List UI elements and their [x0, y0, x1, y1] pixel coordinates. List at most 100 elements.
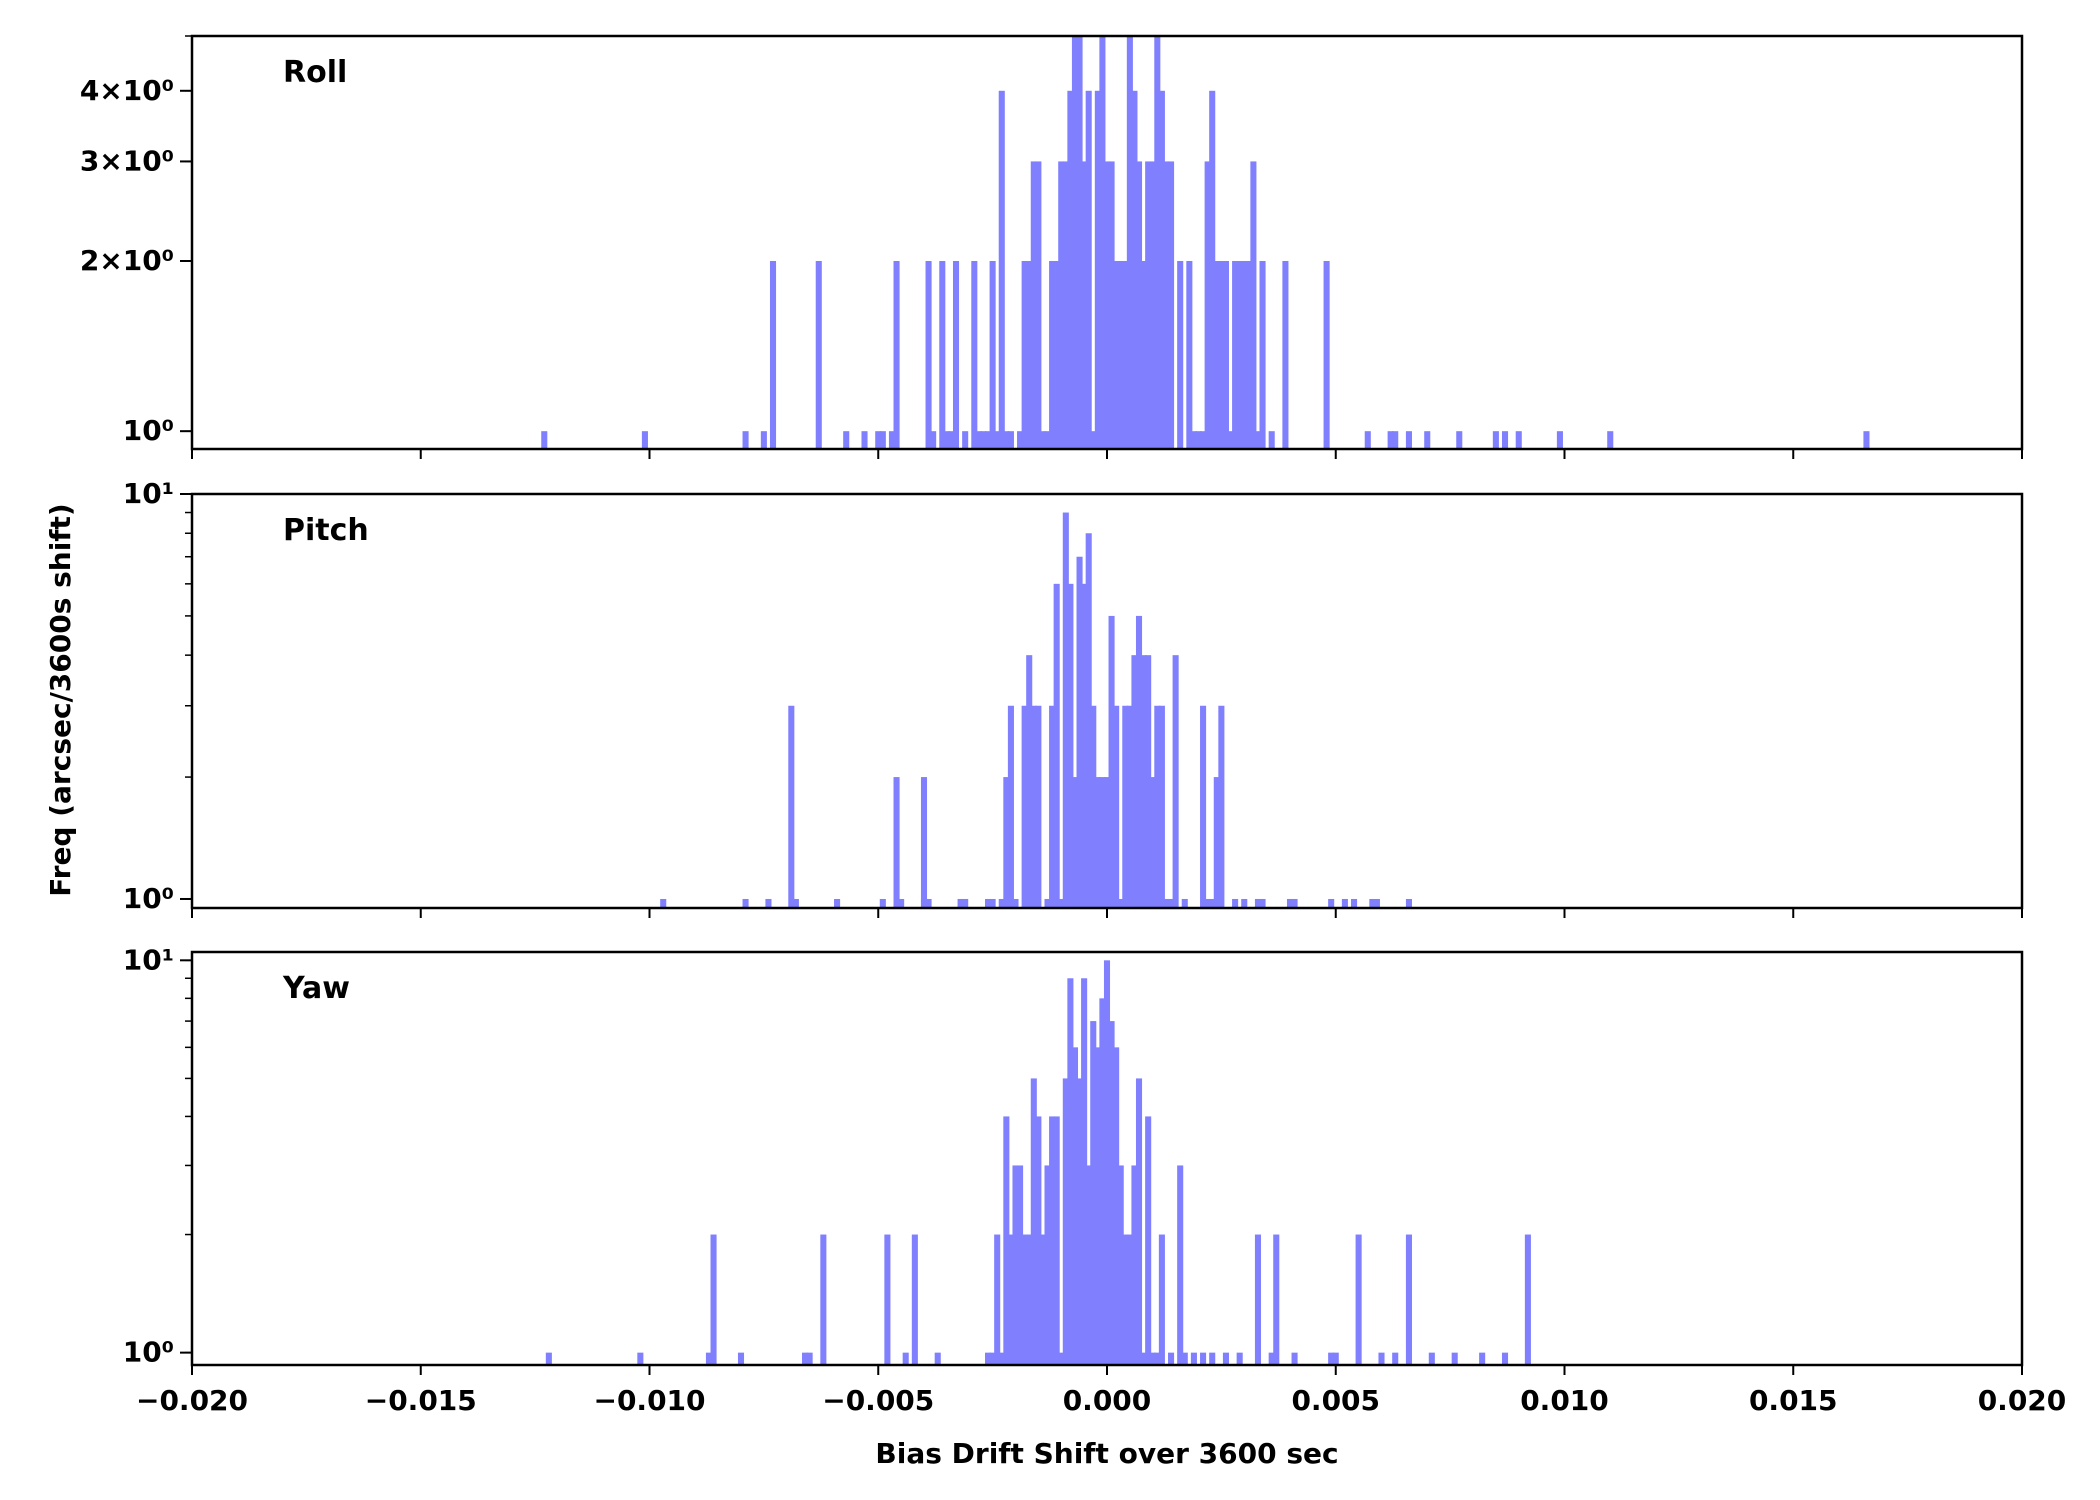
x-tick-label: 0.000 [1063, 1384, 1152, 1417]
histogram-bar [1122, 260, 1129, 449]
histogram-bar [1524, 1234, 1531, 1365]
histogram-bar [1323, 260, 1330, 449]
histogram-bar [1076, 36, 1083, 449]
histogram-bar [1081, 161, 1088, 449]
histogram-bar [1209, 898, 1216, 908]
histogram-bar [998, 898, 1005, 908]
x-tick-label: 0.020 [1978, 1384, 2067, 1417]
histogram-bar [893, 260, 900, 449]
histogram-bar [820, 1234, 827, 1365]
histogram-bar [1355, 1234, 1362, 1365]
histogram-bar [1177, 260, 1184, 449]
histogram-bar [1126, 705, 1133, 908]
histogram-bar [1200, 705, 1207, 908]
histogram-bar [1026, 260, 1033, 449]
histogram-bar [1351, 898, 1358, 908]
histogram-bar [989, 898, 996, 908]
histogram-bar [971, 260, 978, 449]
histogram-bar [1291, 898, 1298, 908]
histogram-bar [843, 431, 850, 449]
histogram-bar [1062, 512, 1069, 908]
histogram-bar [1405, 1234, 1412, 1365]
histogram-bar [1062, 161, 1069, 449]
histogram-bar [792, 898, 799, 908]
histogram-bar [1190, 1352, 1197, 1365]
histogram-bar [1209, 1352, 1216, 1365]
y-tick-label: 10⁰ [123, 882, 174, 915]
histogram-bar [1149, 161, 1156, 449]
histogram-bar [1140, 260, 1147, 449]
panel-title: Roll [283, 55, 347, 90]
histogram-bar [1044, 431, 1051, 449]
histogram-bar [1081, 978, 1088, 1365]
histogram-bar [815, 260, 822, 449]
histogram-bar [1103, 777, 1111, 908]
histogram-bar [1021, 705, 1028, 908]
histogram-bar [660, 898, 667, 908]
histogram-bar [806, 1352, 813, 1365]
histogram-bar [1158, 705, 1165, 908]
histogram-bar [1003, 431, 1010, 449]
histogram-bar [1181, 898, 1188, 908]
x-tick-label: −0.020 [136, 1384, 248, 1417]
histogram-bar [1158, 90, 1165, 449]
histogram-bar [1236, 1352, 1243, 1365]
histogram-bar [1012, 1165, 1019, 1365]
histogram-bar [1218, 260, 1225, 449]
histogram-bar [1254, 431, 1262, 449]
histogram-bar [1007, 705, 1014, 908]
histogram-bar [1030, 161, 1037, 449]
histogram-bar [802, 1352, 809, 1365]
histogram-bar [1113, 260, 1120, 449]
histogram-bar [1003, 777, 1010, 908]
histogram-bar [934, 1352, 941, 1365]
histogram-bar [1094, 777, 1101, 908]
histogram-bar [760, 431, 767, 449]
histogram-bar [985, 431, 992, 449]
histogram-bar [1090, 431, 1097, 449]
histogram-bar [1103, 960, 1111, 1365]
x-tick-label: 0.015 [1749, 1384, 1838, 1417]
histogram-bar [1071, 777, 1079, 908]
histogram-bar [1113, 705, 1120, 908]
histogram-bar [930, 431, 937, 449]
histogram-bar [1268, 431, 1275, 449]
histogram-bar [1405, 898, 1412, 908]
histogram-bar [1117, 898, 1124, 908]
histogram-bar [1131, 90, 1138, 449]
histogram-bar [1177, 1165, 1184, 1365]
histogram-bar [1254, 1234, 1262, 1365]
histogram-bar [1424, 431, 1431, 449]
histogram-bar [1062, 1078, 1069, 1365]
histogram-bar [1154, 1352, 1161, 1365]
histogram-bar [769, 260, 777, 449]
histogram-bar [994, 431, 1001, 449]
panel-title: Pitch [283, 513, 369, 548]
histogram-bar [1058, 898, 1065, 908]
histogram-bar [1085, 90, 1092, 449]
histogram-bar [1428, 1352, 1435, 1365]
histogram-bar [1364, 431, 1371, 449]
histogram-bar [1492, 431, 1499, 449]
histogram-bar [1254, 898, 1262, 908]
histogram-bar [1122, 705, 1129, 908]
y-tick-label: 10¹ [123, 477, 174, 510]
histogram-bar [1168, 898, 1175, 908]
histogram-bar [1131, 1165, 1138, 1365]
histogram-bar [1145, 161, 1152, 449]
histogram-bar [1392, 431, 1399, 449]
histogram-bar [1328, 898, 1335, 908]
histogram-bar [1039, 1234, 1046, 1365]
x-tick-label: 0.005 [1291, 1384, 1380, 1417]
histogram-bar [1451, 1352, 1458, 1365]
histogram-bar [1168, 161, 1175, 449]
histogram-bar [943, 431, 950, 449]
histogram-bar [1501, 431, 1509, 449]
histogram-bar [1035, 1116, 1042, 1365]
histogram-bar [1017, 1165, 1024, 1365]
histogram-bar [1172, 655, 1179, 908]
histogram-bar [1135, 161, 1143, 449]
histogram-bar [1268, 1352, 1275, 1365]
histogram-bar [1035, 705, 1042, 908]
histogram-bar [1405, 431, 1412, 449]
